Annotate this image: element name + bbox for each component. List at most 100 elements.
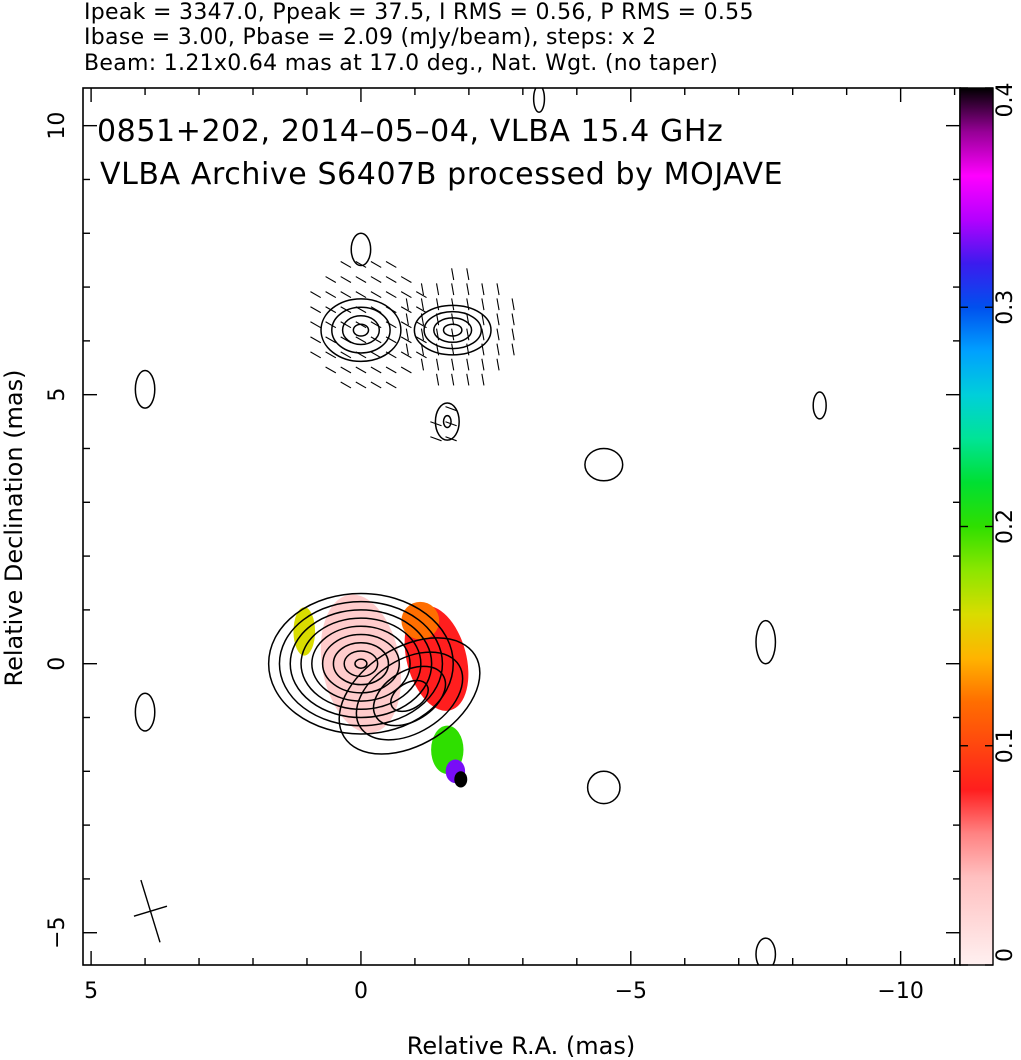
evpa-vector bbox=[436, 343, 440, 356]
contour-core-ridge bbox=[300, 617, 422, 711]
evpa-vector bbox=[385, 291, 397, 299]
plot-frame bbox=[82, 87, 961, 966]
evpa-vector bbox=[436, 298, 440, 311]
contour-core-ridge bbox=[278, 600, 444, 727]
x-tick-label: −5 bbox=[615, 979, 647, 1004]
evpa-vector bbox=[436, 373, 440, 386]
contour-upper-lobe-east bbox=[341, 314, 381, 346]
evpa-vector bbox=[481, 283, 485, 296]
evpa-vector bbox=[511, 313, 515, 326]
evpa-vector bbox=[496, 283, 500, 296]
contour-outer-envelope bbox=[372, 665, 447, 727]
evpa-vector bbox=[400, 366, 412, 374]
evpa-vector bbox=[481, 328, 485, 341]
evpa-vector bbox=[325, 336, 337, 344]
evpa-vector bbox=[430, 421, 442, 427]
evpa-vector bbox=[466, 268, 470, 281]
contour-upper-knot bbox=[434, 402, 460, 441]
evpa-vector bbox=[340, 276, 352, 283]
evpa-vector bbox=[310, 306, 322, 314]
contour-core-ridge bbox=[311, 625, 411, 702]
evpa-vector bbox=[466, 313, 470, 326]
evpa-vector bbox=[496, 358, 500, 371]
evpa-vector bbox=[325, 366, 337, 374]
evpa-vector bbox=[451, 328, 455, 341]
evpa-vector bbox=[325, 291, 337, 299]
evpa-vector bbox=[340, 366, 352, 374]
y-tick-label: 5 bbox=[45, 388, 70, 402]
evpa-vector bbox=[481, 373, 485, 386]
contour-upper-lobe-east bbox=[331, 306, 391, 354]
evpa-vector bbox=[481, 313, 485, 326]
evpa-vector bbox=[451, 343, 455, 356]
header-line-3: Beam: 1.21x0.64 mas at 17.0 deg., Nat. W… bbox=[84, 51, 719, 76]
evpa-vector bbox=[481, 298, 485, 311]
evpa-vector bbox=[451, 313, 455, 326]
header-line-2: Ibase = 3.00, Pbase = 2.09 (mJy/beam), s… bbox=[84, 25, 657, 50]
evpa-vector bbox=[496, 328, 500, 341]
map-title-line-2: VLBA Archive S6407B processed by MOJAVE bbox=[100, 157, 783, 192]
map-title-line-1: 0851+202, 2014–05–04, VLBA 15.4 GHz bbox=[97, 114, 723, 149]
colorbar-ticks: 0 0.1 0.2 0.3 0.4 bbox=[960, 83, 1018, 966]
evpa-vector bbox=[405, 298, 409, 311]
header-line-1: Ipeak = 3347.0, Ppeak = 37.5, I RMS = 0.… bbox=[84, 0, 754, 25]
evpa-vector bbox=[340, 336, 352, 344]
evpa-vector bbox=[451, 283, 455, 296]
y-tick-label: 10 bbox=[45, 112, 70, 140]
x-tick-label: −10 bbox=[877, 979, 923, 1004]
evpa-vector bbox=[415, 336, 427, 344]
evpa-vector bbox=[340, 381, 352, 389]
evpa-vector bbox=[466, 343, 470, 356]
evpa-vector bbox=[445, 406, 457, 412]
axis-ticks: 5 0 −5 −10 −5 0 5 10 bbox=[45, 88, 960, 1004]
evpa-vector bbox=[415, 321, 427, 329]
evpa-vector bbox=[385, 366, 397, 374]
evpa-vector bbox=[481, 343, 485, 356]
evpa-vector bbox=[511, 298, 515, 311]
evpa-vector bbox=[370, 321, 382, 329]
evpa-vector bbox=[340, 291, 352, 299]
evpa-vector bbox=[370, 351, 382, 359]
evpa-vector bbox=[340, 321, 352, 329]
evpa-vector bbox=[325, 321, 337, 329]
x-tick-label: 0 bbox=[354, 979, 368, 1004]
evpa-vector bbox=[355, 276, 367, 283]
evpa-vector bbox=[340, 261, 352, 268]
evpa-vector bbox=[420, 343, 425, 356]
isolated-contour bbox=[134, 369, 156, 409]
evpa-vector bbox=[436, 358, 440, 371]
evpa-vector bbox=[355, 291, 367, 299]
evpa-vector bbox=[496, 313, 500, 326]
evpa-vector bbox=[400, 321, 412, 329]
evpa-vector bbox=[325, 276, 337, 283]
evpa-vector bbox=[385, 351, 397, 359]
evpa-vector bbox=[370, 336, 382, 344]
evpa-vector bbox=[310, 351, 322, 359]
beam-symbol bbox=[133, 879, 168, 943]
contour-core-ridge bbox=[321, 633, 401, 694]
evpa-vector bbox=[355, 321, 367, 329]
evpa-vector bbox=[466, 358, 470, 371]
polarization-patch bbox=[454, 771, 468, 788]
contour-core-ridge bbox=[343, 650, 379, 678]
evpa-vector bbox=[355, 381, 367, 389]
evpa-vector bbox=[420, 328, 425, 341]
evpa-vector bbox=[355, 351, 367, 359]
evpa-vector bbox=[420, 313, 425, 326]
evpa-vector bbox=[405, 343, 409, 356]
x-tick-label: 5 bbox=[84, 979, 98, 1004]
evpa-vector bbox=[370, 366, 382, 374]
evpa-vector bbox=[310, 291, 322, 299]
isolated-contour bbox=[134, 692, 156, 732]
isolated-contour bbox=[584, 447, 624, 482]
evpa-vector bbox=[436, 283, 440, 296]
evpa-vector bbox=[385, 321, 397, 329]
evpa-vector bbox=[496, 298, 500, 311]
evpa-vector bbox=[370, 276, 382, 283]
evpa-vector bbox=[405, 328, 409, 341]
evpa-vector bbox=[400, 291, 412, 299]
evpa-vector bbox=[370, 306, 382, 314]
colorbar-tick-label: 0.2 bbox=[993, 509, 1018, 544]
total-intensity-contours bbox=[134, 88, 827, 965]
